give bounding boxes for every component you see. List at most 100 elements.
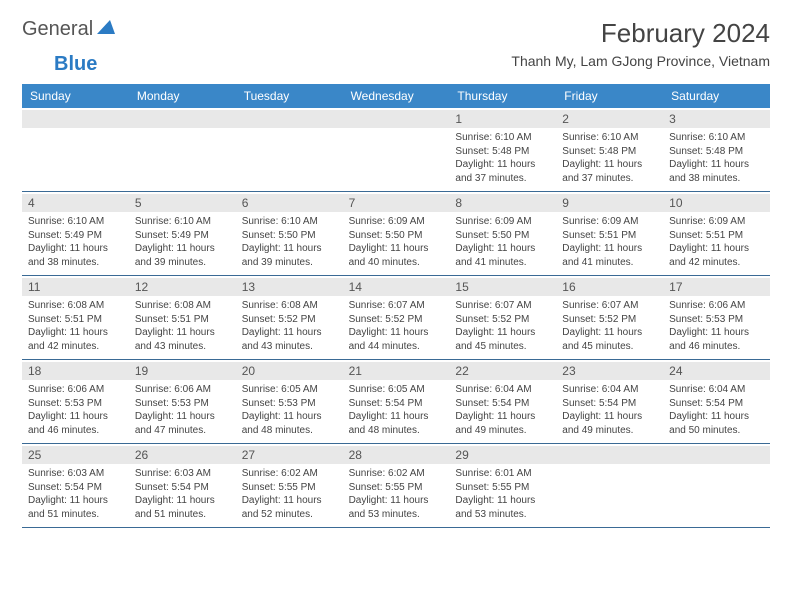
calendar-day: 16 Sunrise: 6:07 AMSunset: 5:52 PMDayligh… — [556, 276, 663, 359]
day-info: Sunrise: 6:08 AMSunset: 5:51 PMDaylight:… — [135, 299, 230, 353]
calendar-day: 19 Sunrise: 6:06 AMSunset: 5:53 PMDayligh… — [129, 360, 236, 443]
calendar-week: 4 Sunrise: 6:10 AMSunset: 5:49 PMDaylight… — [22, 192, 770, 276]
day-info: Sunrise: 6:04 AMSunset: 5:54 PMDaylight:… — [455, 383, 550, 437]
day-header-cell: Friday — [556, 84, 663, 108]
day-number — [236, 110, 343, 128]
calendar-day: 25 Sunrise: 6:03 AMSunset: 5:54 PMDayligh… — [22, 444, 129, 527]
day-number: 21 — [343, 362, 450, 380]
day-number: 23 — [556, 362, 663, 380]
day-info: Sunrise: 6:09 AMSunset: 5:51 PMDaylight:… — [562, 215, 657, 269]
day-info: Sunrise: 6:09 AMSunset: 5:50 PMDaylight:… — [349, 215, 444, 269]
day-info: Sunrise: 6:06 AMSunset: 5:53 PMDaylight:… — [669, 299, 764, 353]
day-number: 28 — [343, 446, 450, 464]
day-number: 6 — [236, 194, 343, 212]
day-info: Sunrise: 6:02 AMSunset: 5:55 PMDaylight:… — [242, 467, 337, 521]
day-info: Sunrise: 6:05 AMSunset: 5:54 PMDaylight:… — [349, 383, 444, 437]
day-info: Sunrise: 6:10 AMSunset: 5:50 PMDaylight:… — [242, 215, 337, 269]
day-info: Sunrise: 6:10 AMSunset: 5:49 PMDaylight:… — [135, 215, 230, 269]
day-number: 13 — [236, 278, 343, 296]
calendar-day: 8Sunrise: 6:09 AMSunset: 5:50 PMDaylight… — [449, 192, 556, 275]
calendar-day: 2 Sunrise: 6:10 AMSunset: 5:48 PMDaylight… — [556, 108, 663, 191]
day-number — [663, 446, 770, 464]
day-number: 15 — [449, 278, 556, 296]
day-number: 16 — [556, 278, 663, 296]
calendar-day: 20 Sunrise: 6:05 AMSunset: 5:53 PMDayligh… — [236, 360, 343, 443]
brand-triangle-icon — [97, 20, 115, 39]
day-number: 22 — [449, 362, 556, 380]
day-number: 14 — [343, 278, 450, 296]
day-number: 1 — [449, 110, 556, 128]
day-number: 11 — [22, 278, 129, 296]
day-info: Sunrise: 6:10 AMSunset: 5:48 PMDaylight:… — [669, 131, 764, 185]
brand-text-2: Blue — [54, 53, 97, 75]
calendar-day-empty — [129, 108, 236, 191]
calendar-day: 3 Sunrise: 6:10 AMSunset: 5:48 PMDaylight… — [663, 108, 770, 191]
day-number: 24 — [663, 362, 770, 380]
calendar-body: 1 Sunrise: 6:10 AMSunset: 5:48 PMDaylight… — [22, 108, 770, 528]
calendar-day-empty — [556, 444, 663, 527]
day-info: Sunrise: 6:01 AMSunset: 5:55 PMDaylight:… — [455, 467, 550, 521]
day-number: 12 — [129, 278, 236, 296]
calendar-day: 18 Sunrise: 6:06 AMSunset: 5:53 PMDayligh… — [22, 360, 129, 443]
brand-logo: General — [22, 18, 117, 41]
day-info: Sunrise: 6:04 AMSunset: 5:54 PMDaylight:… — [669, 383, 764, 437]
calendar-day: 17 Sunrise: 6:06 AMSunset: 5:53 PMDayligh… — [663, 276, 770, 359]
calendar-day: 12 Sunrise: 6:08 AMSunset: 5:51 PMDayligh… — [129, 276, 236, 359]
calendar-day-empty — [22, 108, 129, 191]
calendar-day-empty — [663, 444, 770, 527]
day-number: 5 — [129, 194, 236, 212]
day-number: 9 — [556, 194, 663, 212]
day-number: 19 — [129, 362, 236, 380]
calendar-day: 23Sunrise: 6:04 AMSunset: 5:54 PMDayligh… — [556, 360, 663, 443]
day-info: Sunrise: 6:05 AMSunset: 5:53 PMDaylight:… — [242, 383, 337, 437]
day-info: Sunrise: 6:08 AMSunset: 5:52 PMDaylight:… — [242, 299, 337, 353]
month-title: February 2024 — [511, 18, 770, 49]
location-text: Thanh My, Lam GJong Province, Vietnam — [511, 53, 770, 69]
calendar-day: 21 Sunrise: 6:05 AMSunset: 5:54 PMDayligh… — [343, 360, 450, 443]
day-number — [22, 110, 129, 128]
title-block: February 2024 Thanh My, Lam GJong Provin… — [511, 18, 770, 69]
calendar-day: 4 Sunrise: 6:10 AMSunset: 5:49 PMDaylight… — [22, 192, 129, 275]
calendar-week: 1 Sunrise: 6:10 AMSunset: 5:48 PMDaylight… — [22, 108, 770, 192]
calendar-day: 5 Sunrise: 6:10 AMSunset: 5:49 PMDaylight… — [129, 192, 236, 275]
day-header-cell: Saturday — [663, 84, 770, 108]
calendar-table: SundayMondayTuesdayWednesdayThursdayFrid… — [22, 84, 770, 528]
day-number: 10 — [663, 194, 770, 212]
day-info: Sunrise: 6:03 AMSunset: 5:54 PMDaylight:… — [135, 467, 230, 521]
day-info: Sunrise: 6:06 AMSunset: 5:53 PMDaylight:… — [135, 383, 230, 437]
day-info: Sunrise: 6:07 AMSunset: 5:52 PMDaylight:… — [455, 299, 550, 353]
day-number: 2 — [556, 110, 663, 128]
day-number: 26 — [129, 446, 236, 464]
calendar-week: 18 Sunrise: 6:06 AMSunset: 5:53 PMDayligh… — [22, 360, 770, 444]
day-header-cell: Sunday — [22, 84, 129, 108]
calendar-day: 22 Sunrise: 6:04 AMSunset: 5:54 PMDayligh… — [449, 360, 556, 443]
day-number: 18 — [22, 362, 129, 380]
calendar-day: 26 Sunrise: 6:03 AMSunset: 5:54 PMDayligh… — [129, 444, 236, 527]
day-number: 27 — [236, 446, 343, 464]
calendar-day: 10 Sunrise: 6:09 AMSunset: 5:51 PMDayligh… — [663, 192, 770, 275]
day-number — [129, 110, 236, 128]
day-info: Sunrise: 6:10 AMSunset: 5:48 PMDaylight:… — [562, 131, 657, 185]
day-number: 20 — [236, 362, 343, 380]
day-info: Sunrise: 6:09 AMSunset: 5:51 PMDaylight:… — [669, 215, 764, 269]
calendar-day: 28 Sunrise: 6:02 AMSunset: 5:55 PMDayligh… — [343, 444, 450, 527]
day-info: Sunrise: 6:10 AMSunset: 5:49 PMDaylight:… — [28, 215, 123, 269]
day-number: 25 — [22, 446, 129, 464]
day-number: 3 — [663, 110, 770, 128]
day-number: 8 — [449, 194, 556, 212]
calendar-day: 24 Sunrise: 6:04 AMSunset: 5:54 PMDayligh… — [663, 360, 770, 443]
day-number: 4 — [22, 194, 129, 212]
calendar-week: 11 Sunrise: 6:08 AMSunset: 5:51 PMDayligh… — [22, 276, 770, 360]
day-info: Sunrise: 6:06 AMSunset: 5:53 PMDaylight:… — [28, 383, 123, 437]
day-info: Sunrise: 6:07 AMSunset: 5:52 PMDaylight:… — [562, 299, 657, 353]
calendar-day: 14Sunrise: 6:07 AMSunset: 5:52 PMDayligh… — [343, 276, 450, 359]
day-number: 7 — [343, 194, 450, 212]
brand-text-1: General — [22, 18, 93, 41]
day-header-cell: Wednesday — [343, 84, 450, 108]
day-number: 17 — [663, 278, 770, 296]
calendar-day-empty — [236, 108, 343, 191]
day-info: Sunrise: 6:02 AMSunset: 5:55 PMDaylight:… — [349, 467, 444, 521]
day-header-cell: Thursday — [449, 84, 556, 108]
calendar-day-empty — [343, 108, 450, 191]
day-info: Sunrise: 6:03 AMSunset: 5:54 PMDaylight:… — [28, 467, 123, 521]
